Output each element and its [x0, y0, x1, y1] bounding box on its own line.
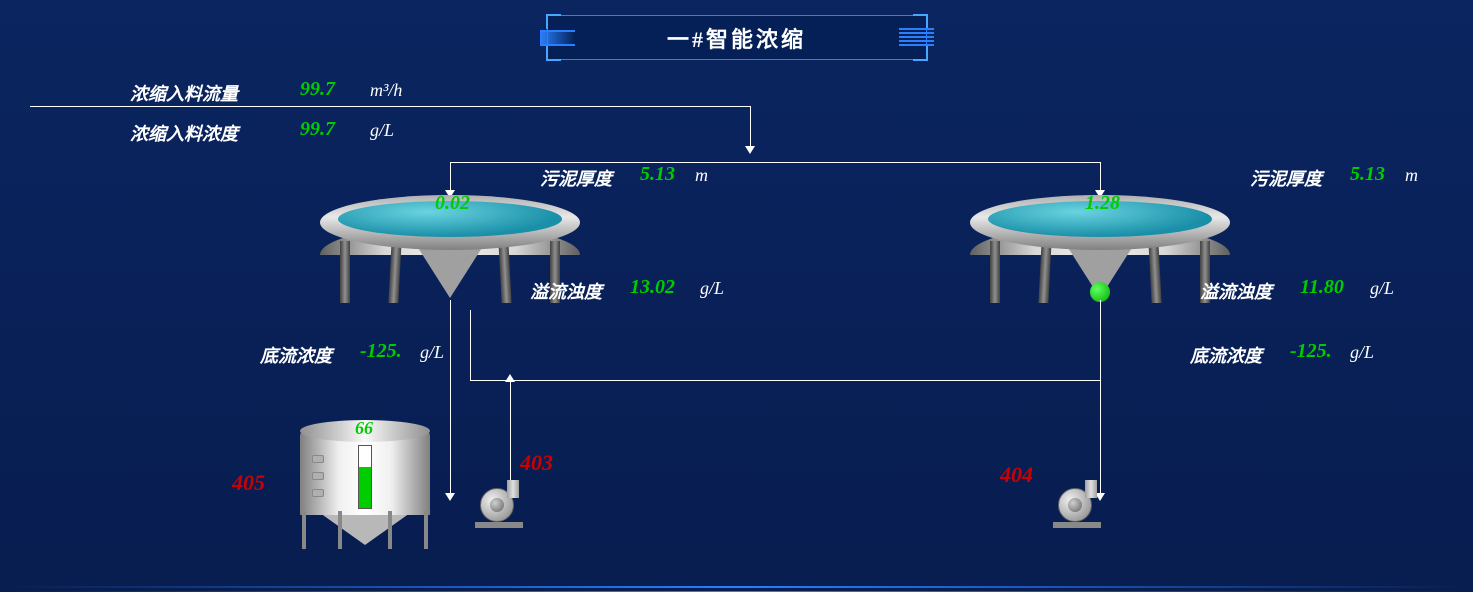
- pipe-branch-left: [450, 162, 451, 192]
- pipe-t1-underflow: [450, 300, 451, 495]
- pipe-t2-underflow: [1100, 300, 1101, 495]
- thickener1-overflow-value: 13.02: [630, 276, 675, 298]
- thickener1-underflow-unit: g/L: [420, 342, 444, 362]
- pipe-branch: [450, 162, 1100, 163]
- thickener2-overflow-label: 溢流浊度: [1200, 282, 1272, 302]
- feed-flow-value: 99.7: [300, 78, 335, 100]
- feed-flow-unit: m³/h: [370, 80, 402, 100]
- thickener2-underflow-label: 底流浓度: [1190, 346, 1262, 366]
- thickener2-sludge-label: 污泥厚度: [1250, 169, 1322, 189]
- arrow-icon: [745, 146, 755, 154]
- pipe-pump1-return: [510, 380, 511, 480]
- thickener1-sludge-label: 污泥厚度: [540, 169, 612, 189]
- thickener1-level: 0.02: [435, 192, 470, 215]
- thickener1-sludge-unit: m: [695, 165, 708, 185]
- tank-id: 405: [232, 470, 265, 496]
- thickener2-sludge-unit: m: [1405, 165, 1418, 185]
- pump2-id: 404: [1000, 462, 1033, 488]
- pipe-stub: [470, 310, 471, 380]
- pipe-branch-right: [1100, 162, 1101, 192]
- thickener1-overflow-label: 溢流浊度: [530, 282, 602, 302]
- thickener2-underflow-value: -125.: [1290, 340, 1332, 362]
- page-title: 一#智能浓缩: [667, 22, 806, 54]
- thickener1-sludge-value: 5.13: [640, 163, 675, 185]
- tank-level-gauge: [358, 445, 372, 509]
- bottom-border: [0, 586, 1473, 588]
- thickener2-underflow-unit: g/L: [1350, 342, 1374, 362]
- arrow-icon: [445, 493, 455, 501]
- feed-conc-value: 99.7: [300, 118, 335, 140]
- pump-1: [475, 480, 530, 528]
- thickener2-sludge-value: 5.13: [1350, 163, 1385, 185]
- pipe-feed-main: [30, 106, 750, 107]
- page-title-box: 一#智能浓缩: [547, 15, 927, 60]
- thickener2-level: 1.28: [1085, 192, 1120, 215]
- feed-conc-label: 浓缩入料浓度: [130, 124, 238, 144]
- thickener2-overflow-value: 11.80: [1300, 276, 1344, 298]
- thickener1-underflow-value: -125.: [360, 340, 402, 362]
- feed-conc-unit: g/L: [370, 120, 394, 140]
- thickener2-overflow-unit: g/L: [1370, 278, 1394, 298]
- thickener1-overflow-unit: g/L: [700, 278, 724, 298]
- tank-level-value: 66: [355, 418, 373, 439]
- thickener1-underflow-label: 底流浓度: [260, 346, 332, 366]
- status-indicator-icon: [1090, 282, 1110, 302]
- arrow-icon: [505, 374, 515, 382]
- pump1-id: 403: [520, 450, 553, 476]
- pump-2: [1053, 480, 1108, 528]
- pipe-underflow-connect: [470, 380, 1100, 381]
- feed-flow-label: 浓缩入料流量: [130, 84, 238, 104]
- pipe-feed-drop: [750, 106, 751, 148]
